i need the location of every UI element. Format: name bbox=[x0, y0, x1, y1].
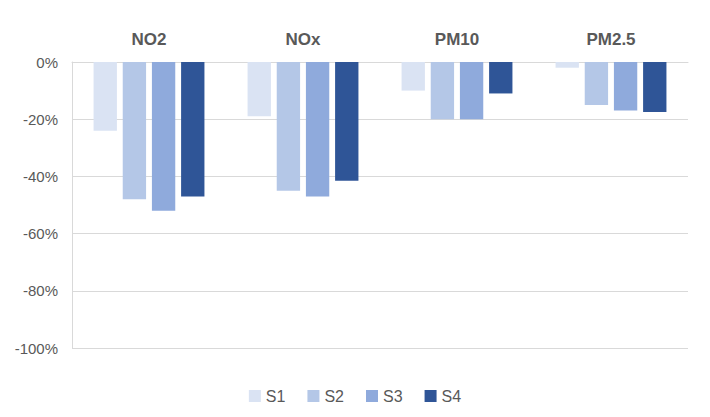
svg-text:S3: S3 bbox=[383, 388, 403, 405]
svg-text:-80%: -80% bbox=[23, 282, 58, 299]
svg-text:0%: 0% bbox=[36, 54, 58, 71]
svg-text:PM10: PM10 bbox=[435, 30, 479, 49]
svg-text:NOx: NOx bbox=[286, 30, 322, 49]
svg-text:PM2.5: PM2.5 bbox=[586, 30, 635, 49]
svg-text:S2: S2 bbox=[324, 388, 344, 405]
svg-text:-60%: -60% bbox=[23, 225, 58, 242]
svg-text:S4: S4 bbox=[442, 388, 462, 405]
svg-text:NO2: NO2 bbox=[132, 30, 167, 49]
svg-text:S1: S1 bbox=[266, 388, 286, 405]
svg-text:-40%: -40% bbox=[23, 168, 58, 185]
svg-text:-100%: -100% bbox=[15, 340, 58, 357]
svg-text:-20%: -20% bbox=[23, 111, 58, 128]
